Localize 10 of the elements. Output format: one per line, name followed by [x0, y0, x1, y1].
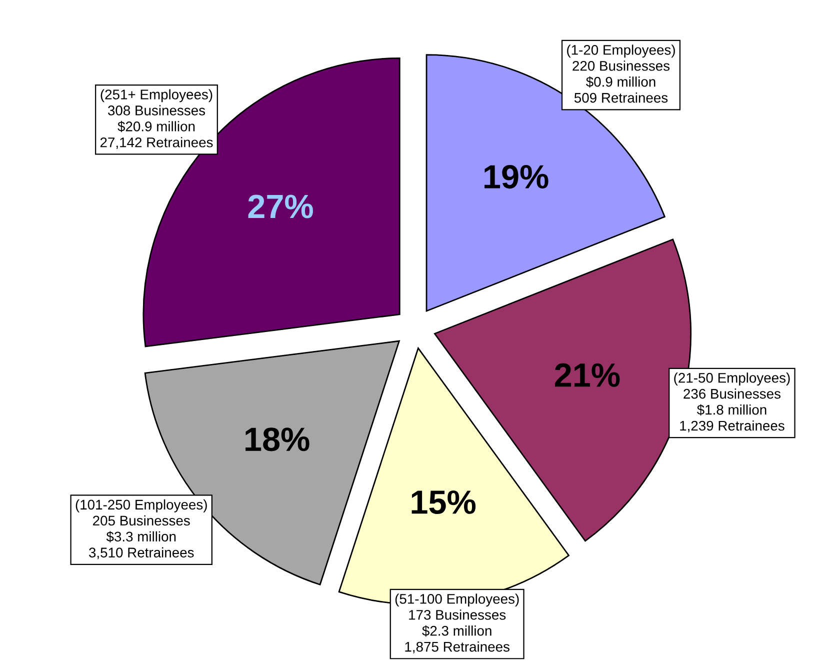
slice-label: (21-50 Employees) 236 Businesses $1.8 million 1,239 Retrainees: [674, 372, 790, 432]
data-label: 15%: [412, 490, 476, 514]
slice-label: (51-100 Employees) 173 Businesses $2.3 million 1,875 Retrainees: [395, 594, 519, 654]
slice-label: (101-250 Employees) 205 Businesses $3.3 million 3,510 Retrainees: [76, 499, 207, 560]
data-label: 27%: [248, 194, 313, 218]
slice-label: (1-20 Employees) 220 Businesses $0.9 million 509 Retrainees: [567, 44, 675, 103]
data-label: 21%: [555, 363, 620, 387]
slice-label: (251+ Employees) 308 Businesses $20.9 million 27,142 Retrainees: [100, 89, 213, 149]
data-label: 18%: [246, 428, 310, 452]
data-label: 19%: [484, 164, 548, 189]
